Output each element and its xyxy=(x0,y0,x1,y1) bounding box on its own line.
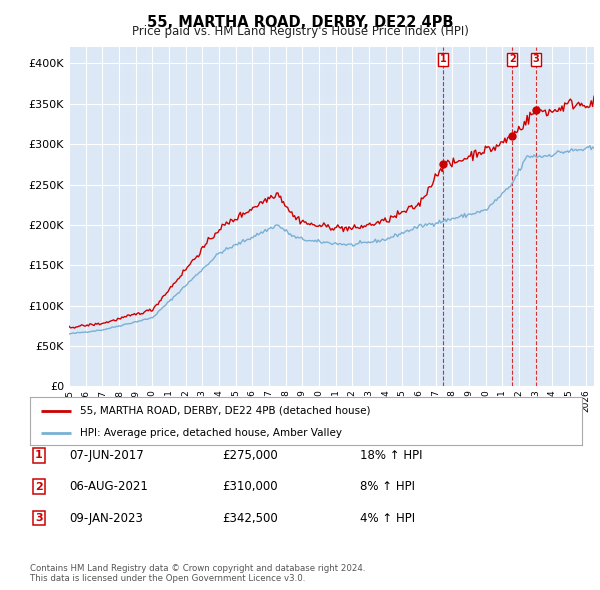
Text: 18% ↑ HPI: 18% ↑ HPI xyxy=(360,449,422,462)
Text: 3: 3 xyxy=(35,513,43,523)
Text: HPI: Average price, detached house, Amber Valley: HPI: Average price, detached house, Ambe… xyxy=(80,428,341,438)
Text: 55, MARTHA ROAD, DERBY, DE22 4PB: 55, MARTHA ROAD, DERBY, DE22 4PB xyxy=(147,15,453,30)
Text: 4% ↑ HPI: 4% ↑ HPI xyxy=(360,512,415,525)
Text: Contains HM Land Registry data © Crown copyright and database right 2024.
This d: Contains HM Land Registry data © Crown c… xyxy=(30,563,365,583)
Text: 2: 2 xyxy=(35,482,43,491)
Text: Price paid vs. HM Land Registry's House Price Index (HPI): Price paid vs. HM Land Registry's House … xyxy=(131,25,469,38)
Text: £342,500: £342,500 xyxy=(222,512,278,525)
Text: 3: 3 xyxy=(533,54,539,64)
Text: 8% ↑ HPI: 8% ↑ HPI xyxy=(360,480,415,493)
Text: 1: 1 xyxy=(35,451,43,460)
Text: 07-JUN-2017: 07-JUN-2017 xyxy=(69,449,144,462)
Text: 06-AUG-2021: 06-AUG-2021 xyxy=(69,480,148,493)
Text: 2: 2 xyxy=(509,54,516,64)
Text: £275,000: £275,000 xyxy=(222,449,278,462)
Text: 55, MARTHA ROAD, DERBY, DE22 4PB (detached house): 55, MARTHA ROAD, DERBY, DE22 4PB (detach… xyxy=(80,405,370,415)
Text: 1: 1 xyxy=(440,54,446,64)
Text: £310,000: £310,000 xyxy=(222,480,278,493)
Text: 09-JAN-2023: 09-JAN-2023 xyxy=(69,512,143,525)
